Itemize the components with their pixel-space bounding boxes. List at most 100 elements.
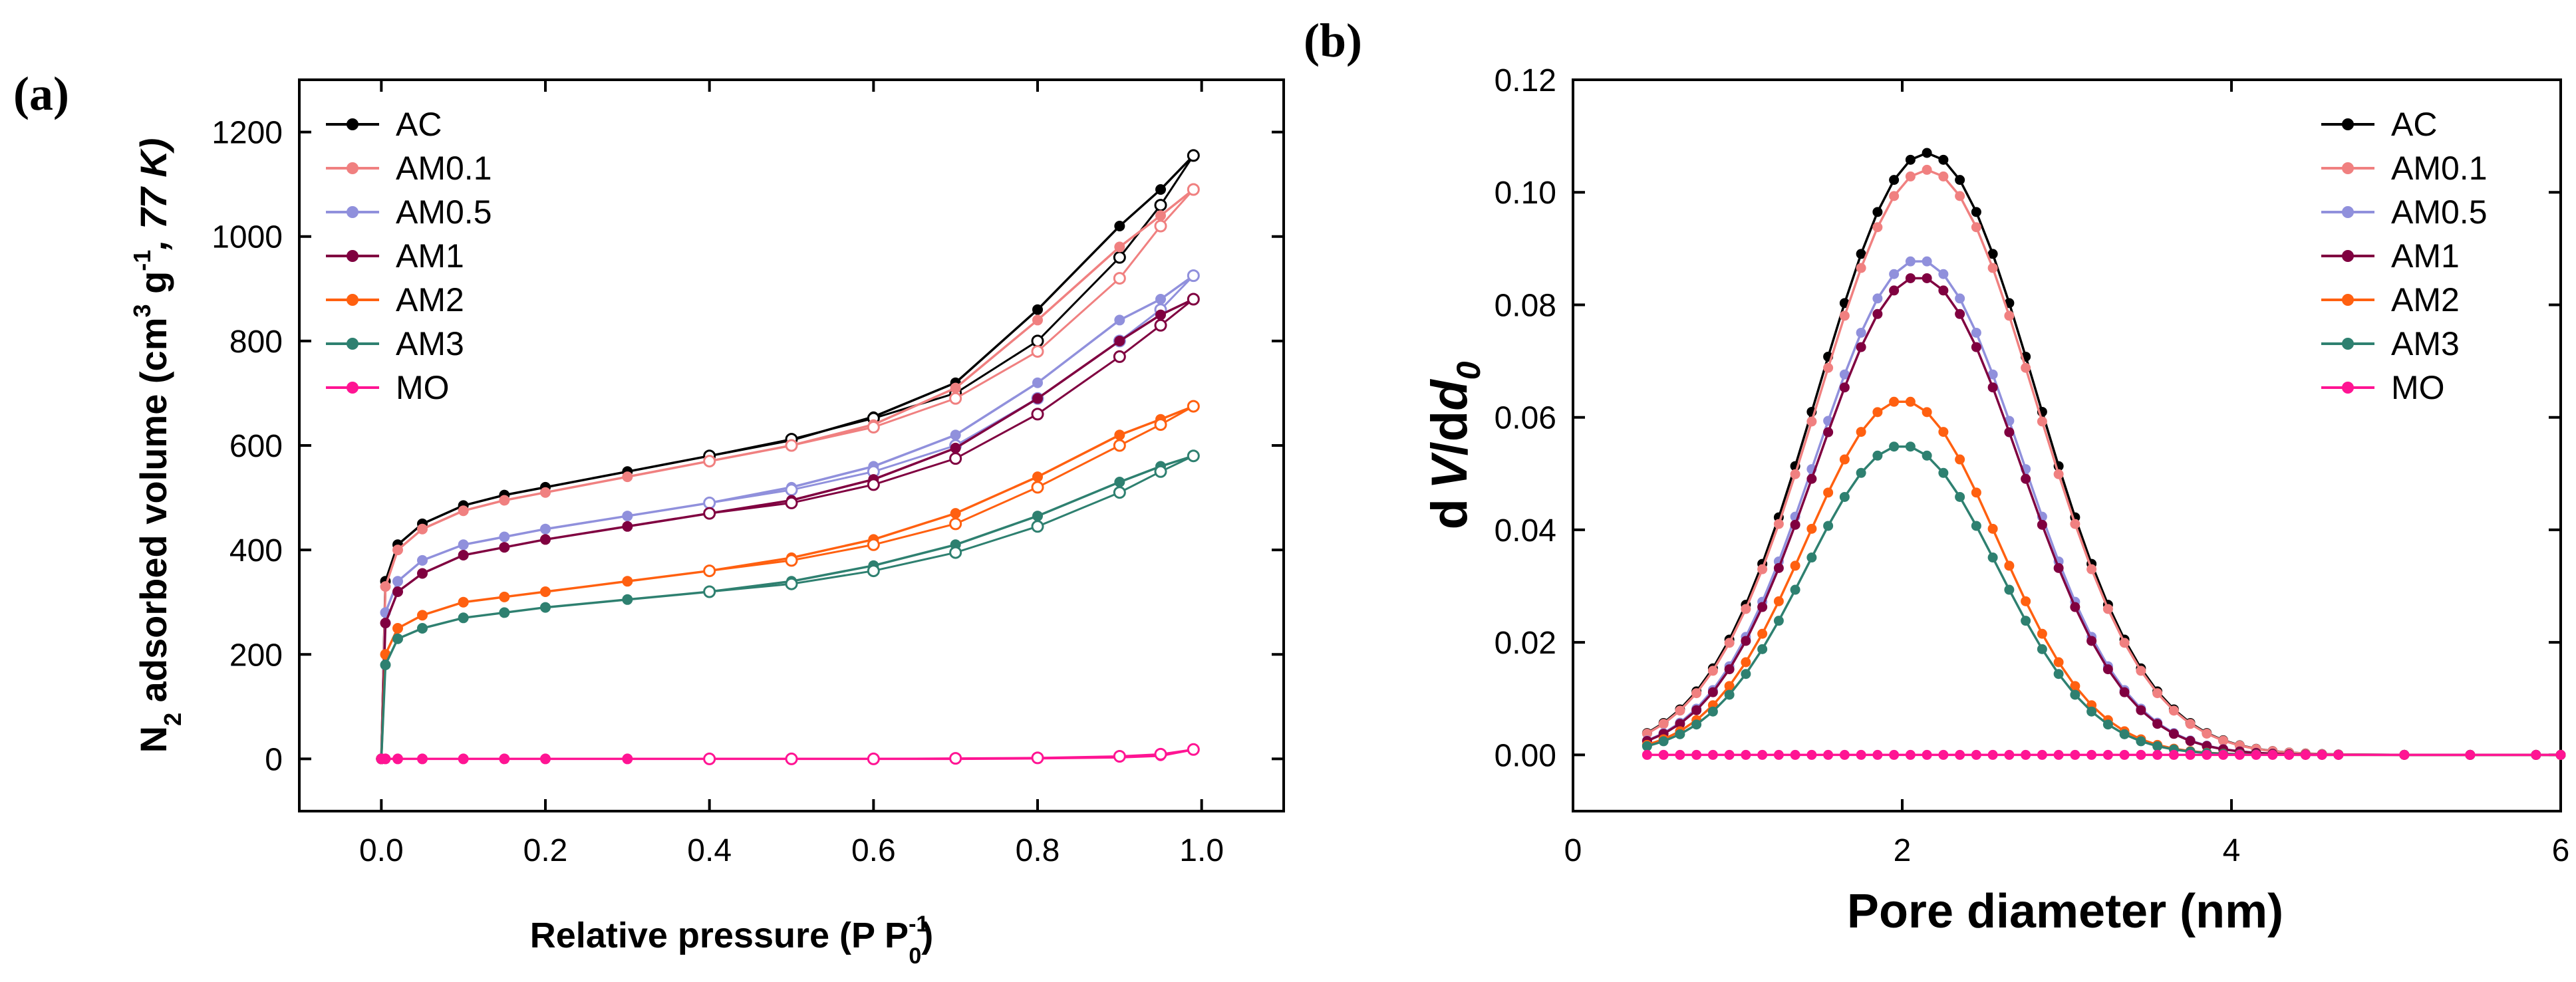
adsorption-point	[417, 610, 428, 621]
distribution-point	[1790, 560, 1800, 571]
distribution-point	[1987, 249, 1998, 259]
distribution-point	[1691, 705, 1702, 715]
desorption-point	[867, 538, 880, 551]
series-am0-1	[376, 183, 1200, 765]
distribution-point	[1691, 688, 1702, 699]
desorption-point	[1031, 408, 1044, 421]
distribution-point	[1757, 749, 1768, 760]
distribution-line	[1646, 400, 2561, 757]
distribution-point	[2070, 689, 2080, 700]
desorption-point	[1154, 418, 1167, 431]
panel-b-y-tick-label: 0.00	[1495, 738, 1556, 773]
desorption-point	[785, 483, 798, 497]
distribution-point	[1905, 396, 1916, 407]
panel-b-series	[1642, 148, 2566, 760]
distribution-point	[1971, 207, 1981, 217]
distribution-point	[1955, 175, 1965, 185]
distribution-point	[2152, 719, 2163, 729]
desorption-point	[1154, 219, 1167, 233]
distribution-point	[1823, 427, 1834, 437]
distribution-point	[1955, 293, 1965, 304]
distribution-point	[1642, 749, 1652, 760]
series-am3	[376, 449, 1200, 765]
panel-a-y-tick-label: 600	[229, 429, 283, 464]
adsorption-point	[458, 539, 469, 551]
distribution-point	[1938, 171, 1949, 182]
distribution-point	[1905, 256, 1916, 267]
distribution-point	[1675, 719, 1685, 729]
desorption-point	[1187, 149, 1200, 162]
distribution-point	[2004, 427, 2015, 437]
distribution-point	[1724, 749, 1735, 760]
desorption-point	[1031, 334, 1044, 348]
distribution-point	[1806, 749, 1817, 760]
panel-b-x-tick-label: 4	[2223, 833, 2241, 868]
distribution-point	[1790, 469, 1800, 479]
legend-label: AC	[2391, 106, 2437, 143]
distribution-point	[1889, 285, 1900, 296]
distribution-point	[2037, 519, 2047, 530]
adsorption-point	[380, 660, 391, 670]
legend-entry-am1: AM1	[2321, 237, 2460, 275]
distribution-point	[1839, 454, 1850, 465]
distribution-point	[1955, 749, 1965, 760]
adsorption-point	[1114, 335, 1125, 346]
distribution-point	[2284, 749, 2295, 760]
distribution-point	[2119, 749, 2130, 760]
adsorption-point	[392, 586, 403, 597]
distribution-point	[2037, 749, 2047, 760]
distribution-point	[2136, 705, 2146, 715]
distribution-point	[1955, 191, 1965, 201]
adsorption-point	[1114, 241, 1125, 253]
distribution-point	[1922, 749, 1932, 760]
distribution-point	[2202, 749, 2212, 760]
adsorption-point	[458, 612, 469, 624]
distribution-point	[1971, 222, 1981, 233]
distribution-point	[1806, 552, 1817, 563]
legend-entry-am3: AM3	[2321, 325, 2460, 362]
distribution-point	[1971, 521, 1981, 531]
legend-marker	[2342, 206, 2354, 218]
adsorption-point	[417, 523, 428, 535]
distribution-point	[1724, 681, 1735, 691]
desorption-point	[1113, 439, 1126, 452]
distribution-point	[2267, 749, 2278, 760]
legend-entry-am2: AM2	[2321, 281, 2460, 318]
distribution-point	[2004, 584, 2015, 595]
distribution-point	[2053, 562, 2064, 573]
panel-a-x-tick-label: 0.0	[359, 833, 404, 868]
panel-b-label: (b)	[1304, 14, 1362, 67]
distribution-point	[1938, 427, 1949, 437]
distribution-point	[2102, 749, 2113, 760]
distribution-point	[1675, 705, 1685, 716]
legend-entry-am1: AM1	[326, 237, 464, 275]
desorption-point	[785, 496, 798, 509]
legend-marker	[2342, 118, 2354, 130]
desorption-point	[703, 564, 716, 578]
legend-label: AM2	[2391, 281, 2460, 318]
adsorption-point	[499, 542, 510, 553]
desorption-point	[867, 421, 880, 433]
adsorption-point	[392, 753, 403, 765]
panel-b-y-tick-label: 0.08	[1495, 288, 1556, 323]
distribution-point	[2021, 362, 2031, 373]
distribution-point	[1856, 327, 1866, 338]
legend-label: AC	[396, 106, 442, 143]
distribution-point	[1971, 487, 1981, 498]
distribution-point	[1872, 207, 1883, 217]
legend-label: AM0.5	[2391, 193, 2488, 231]
distribution-point	[1658, 749, 1669, 760]
adsorption-point	[392, 623, 403, 634]
distribution-point	[2185, 749, 2196, 760]
legend-marker	[347, 338, 358, 350]
distribution-point	[1691, 719, 1702, 730]
adsorption-point	[499, 531, 510, 543]
distribution-point	[2086, 564, 2097, 574]
desorption-point	[1031, 751, 1044, 765]
distribution-point	[1987, 382, 1998, 393]
distribution-point	[1741, 636, 1751, 646]
desorption-line	[709, 188, 1195, 463]
distribution-point	[2021, 596, 2031, 606]
distribution-point	[2185, 736, 2196, 747]
